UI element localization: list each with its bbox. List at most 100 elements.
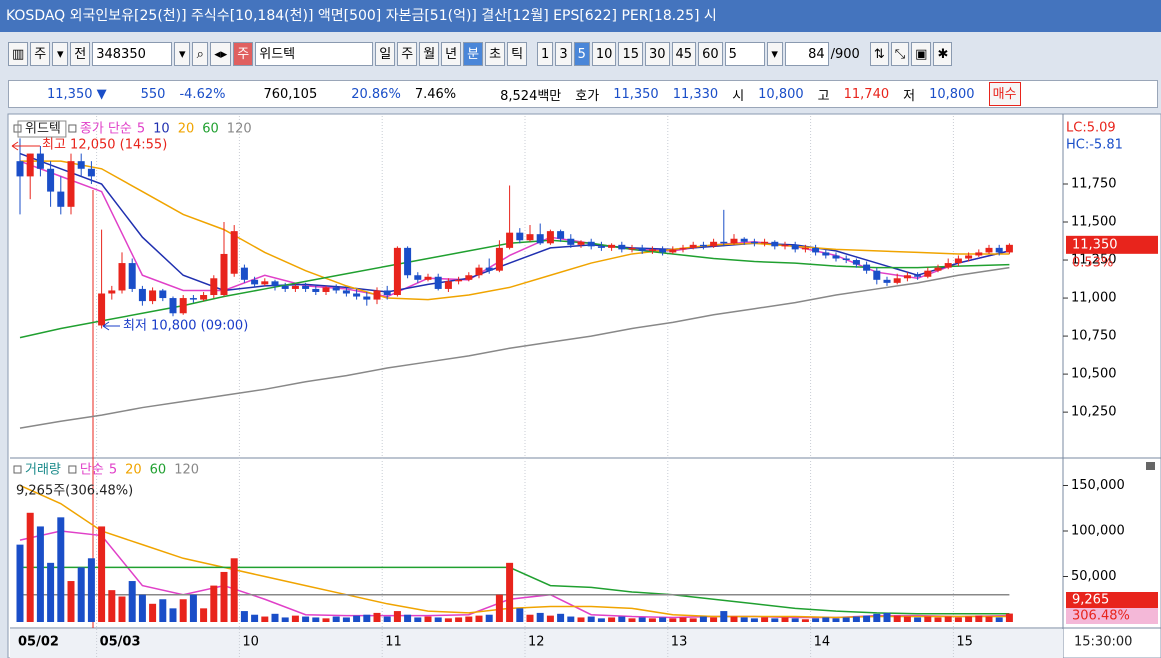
lc-label: LC:5.09 xyxy=(1066,121,1116,136)
candle-body xyxy=(506,232,514,248)
volume-bar xyxy=(750,618,758,622)
candle-body xyxy=(444,281,452,289)
count-input[interactable]: 84 xyxy=(784,42,829,66)
count-select[interactable]: 5 xyxy=(724,42,765,66)
volume-bar xyxy=(87,558,95,622)
candle-body xyxy=(689,244,697,248)
volume-bar xyxy=(495,594,503,622)
dropdown[interactable]: ▾ xyxy=(766,42,783,66)
volume-bar xyxy=(424,616,432,622)
volume-bar xyxy=(261,616,269,622)
candle-body xyxy=(108,290,116,294)
dropdown[interactable]: ▾ xyxy=(174,42,191,66)
candle-body xyxy=(842,258,850,261)
legend-box xyxy=(68,465,77,474)
stock-name: 위드텍 xyxy=(255,42,374,66)
volume-bar xyxy=(291,615,299,622)
volume-bar xyxy=(567,616,575,622)
volume-bar xyxy=(1005,613,1013,622)
volume-bar xyxy=(128,581,136,622)
menu-button[interactable]: ▥ xyxy=(8,42,29,66)
volume-bar xyxy=(944,616,952,622)
volume-bar xyxy=(985,616,993,622)
volume-bar xyxy=(404,614,412,622)
interval-button[interactable]: 5 xyxy=(573,42,590,66)
candle-body xyxy=(434,276,442,289)
volume-bar xyxy=(138,594,146,622)
volume-bar xyxy=(281,617,289,622)
interval-button[interactable]: 3 xyxy=(555,42,572,66)
volume-bar xyxy=(16,544,24,622)
volume-bar xyxy=(618,616,626,622)
dropdown[interactable]: ▾ xyxy=(52,42,69,66)
sound-button[interactable]: ◂▸ xyxy=(210,42,232,66)
volume-bar xyxy=(169,608,177,622)
volume-bar xyxy=(628,618,636,622)
period-button[interactable]: 일 xyxy=(375,42,396,66)
save-button[interactable]: ▣ xyxy=(911,42,932,66)
market-select[interactable]: 주 xyxy=(30,42,51,66)
candle-body xyxy=(812,247,820,253)
volume-bar xyxy=(98,526,106,622)
period-button[interactable]: 년 xyxy=(441,42,462,66)
interval-button[interactable]: 60 xyxy=(698,42,723,66)
candle-body xyxy=(628,247,636,250)
volume-bar xyxy=(781,617,789,622)
interval-button[interactable]: 10 xyxy=(591,42,617,66)
volume-bar xyxy=(363,614,371,622)
legend-entry: 60 xyxy=(150,463,167,478)
candle-body xyxy=(577,241,585,245)
open: 10,800 xyxy=(758,86,804,102)
interval-buttons: 1 3 5 10 15 30 45 60 xyxy=(537,42,723,66)
volume-bar xyxy=(771,618,779,622)
period-button[interactable]: 분 xyxy=(463,42,484,66)
period-button[interactable]: 주 xyxy=(397,42,418,66)
code-input[interactable]: 348350 xyxy=(92,42,173,66)
candle-body xyxy=(975,252,983,256)
period-button[interactable]: 초 xyxy=(485,42,506,66)
candle-body xyxy=(149,290,157,302)
candle-body xyxy=(373,290,381,300)
candle-body xyxy=(638,247,646,251)
y-tick-label: 150,000 xyxy=(1071,478,1125,493)
interval-button[interactable]: 30 xyxy=(644,42,670,66)
volume-bar xyxy=(251,614,259,622)
candle-body xyxy=(200,295,208,300)
settings-button[interactable]: ✱ xyxy=(933,42,953,66)
scope-button[interactable]: 전 xyxy=(70,42,91,66)
candle-body xyxy=(1005,244,1013,253)
interval-button[interactable]: 1 xyxy=(537,42,554,66)
price-box xyxy=(1066,235,1158,254)
y-tick-label: 11,250 xyxy=(1071,253,1117,268)
volume-bar xyxy=(26,512,34,622)
volume-bar xyxy=(47,562,55,622)
open-label: 시 xyxy=(732,88,745,104)
y-tick-label: 10,750 xyxy=(1071,329,1117,344)
volume-bar xyxy=(67,581,75,622)
candle-body xyxy=(169,298,177,314)
candle-body xyxy=(138,288,146,302)
volume-bar xyxy=(934,617,942,622)
tool-button[interactable]: ⇅ xyxy=(869,42,889,66)
quote-bar: 11,350 ▼ 550 -4.62% 760,105 20.86% 7.46%… xyxy=(8,80,1158,108)
volume-bar xyxy=(883,612,891,622)
candle-body xyxy=(26,153,34,177)
candle-body xyxy=(332,287,340,291)
count-max: /900 xyxy=(830,46,860,62)
candle-body xyxy=(740,238,748,242)
interval-button[interactable]: 15 xyxy=(618,42,643,66)
tool-button[interactable]: ⤡ xyxy=(890,42,910,66)
candle-body xyxy=(822,252,830,256)
interval-button[interactable]: 45 xyxy=(671,42,697,66)
buy-button[interactable]: 매수 xyxy=(988,82,1021,106)
search-button[interactable]: ⌕ xyxy=(192,42,209,66)
period-button[interactable]: 틱 xyxy=(507,42,528,66)
volume-bar xyxy=(689,618,697,622)
x-tick-label: 12 xyxy=(528,635,545,650)
candle-body xyxy=(903,275,911,279)
volume-bar xyxy=(322,618,330,622)
period-button[interactable]: 월 xyxy=(419,42,440,66)
volume-bar xyxy=(914,617,922,622)
price-label: 11,350 xyxy=(1072,237,1118,252)
